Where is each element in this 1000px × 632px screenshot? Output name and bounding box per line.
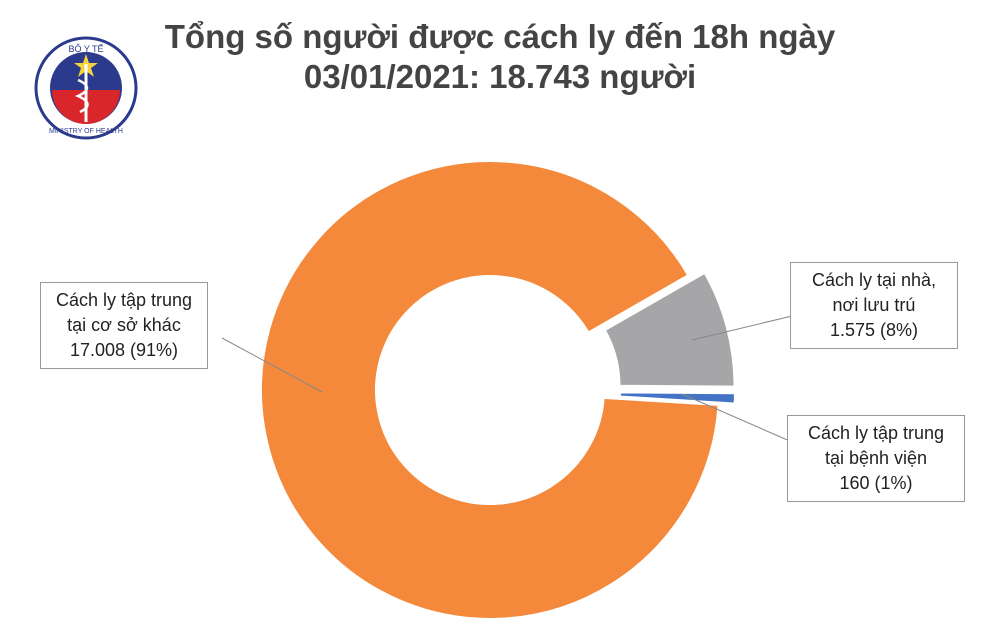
leader-line (681, 393, 793, 443)
leader-line (221, 337, 323, 393)
slice (616, 389, 738, 407)
callout: Cách ly tại nhà, nơi lưu trú 1.575 (8%) (790, 262, 958, 349)
category-label: Cách ly tập trung tại cơ sở khác (55, 290, 193, 335)
logo-snake (74, 78, 89, 114)
slice (600, 268, 738, 390)
slice (258, 158, 722, 622)
category-label: Cách ly tập trung tại bệnh viện (807, 423, 945, 468)
callout: Cách ly tập trung tại cơ sở khác 17.008 … (40, 282, 208, 369)
chart-title: Tổng số người được cách ly đến 18h ngày (164, 18, 836, 55)
value-label: 1.575 (8%) (829, 320, 919, 340)
value-label: 160 (1%) (839, 473, 913, 493)
value-label: 17.008 (91%) (69, 340, 179, 360)
leader-line (691, 315, 793, 341)
category-label: Cách ly tại nhà, nơi lưu trú (811, 270, 937, 315)
callout: Cách ly tập trung tại bệnh viện 160 (1%) (787, 415, 965, 502)
logo-bottom: MINISTRY OF HEALTH (49, 128, 123, 135)
logo-top: BỘ Y TẾ (68, 44, 103, 54)
logo: BỘ Y TẾ MINISTRY OF HEALTH (34, 36, 138, 140)
chart-title: 03/01/2021: 18.743 người (303, 58, 697, 95)
donut (258, 158, 738, 622)
